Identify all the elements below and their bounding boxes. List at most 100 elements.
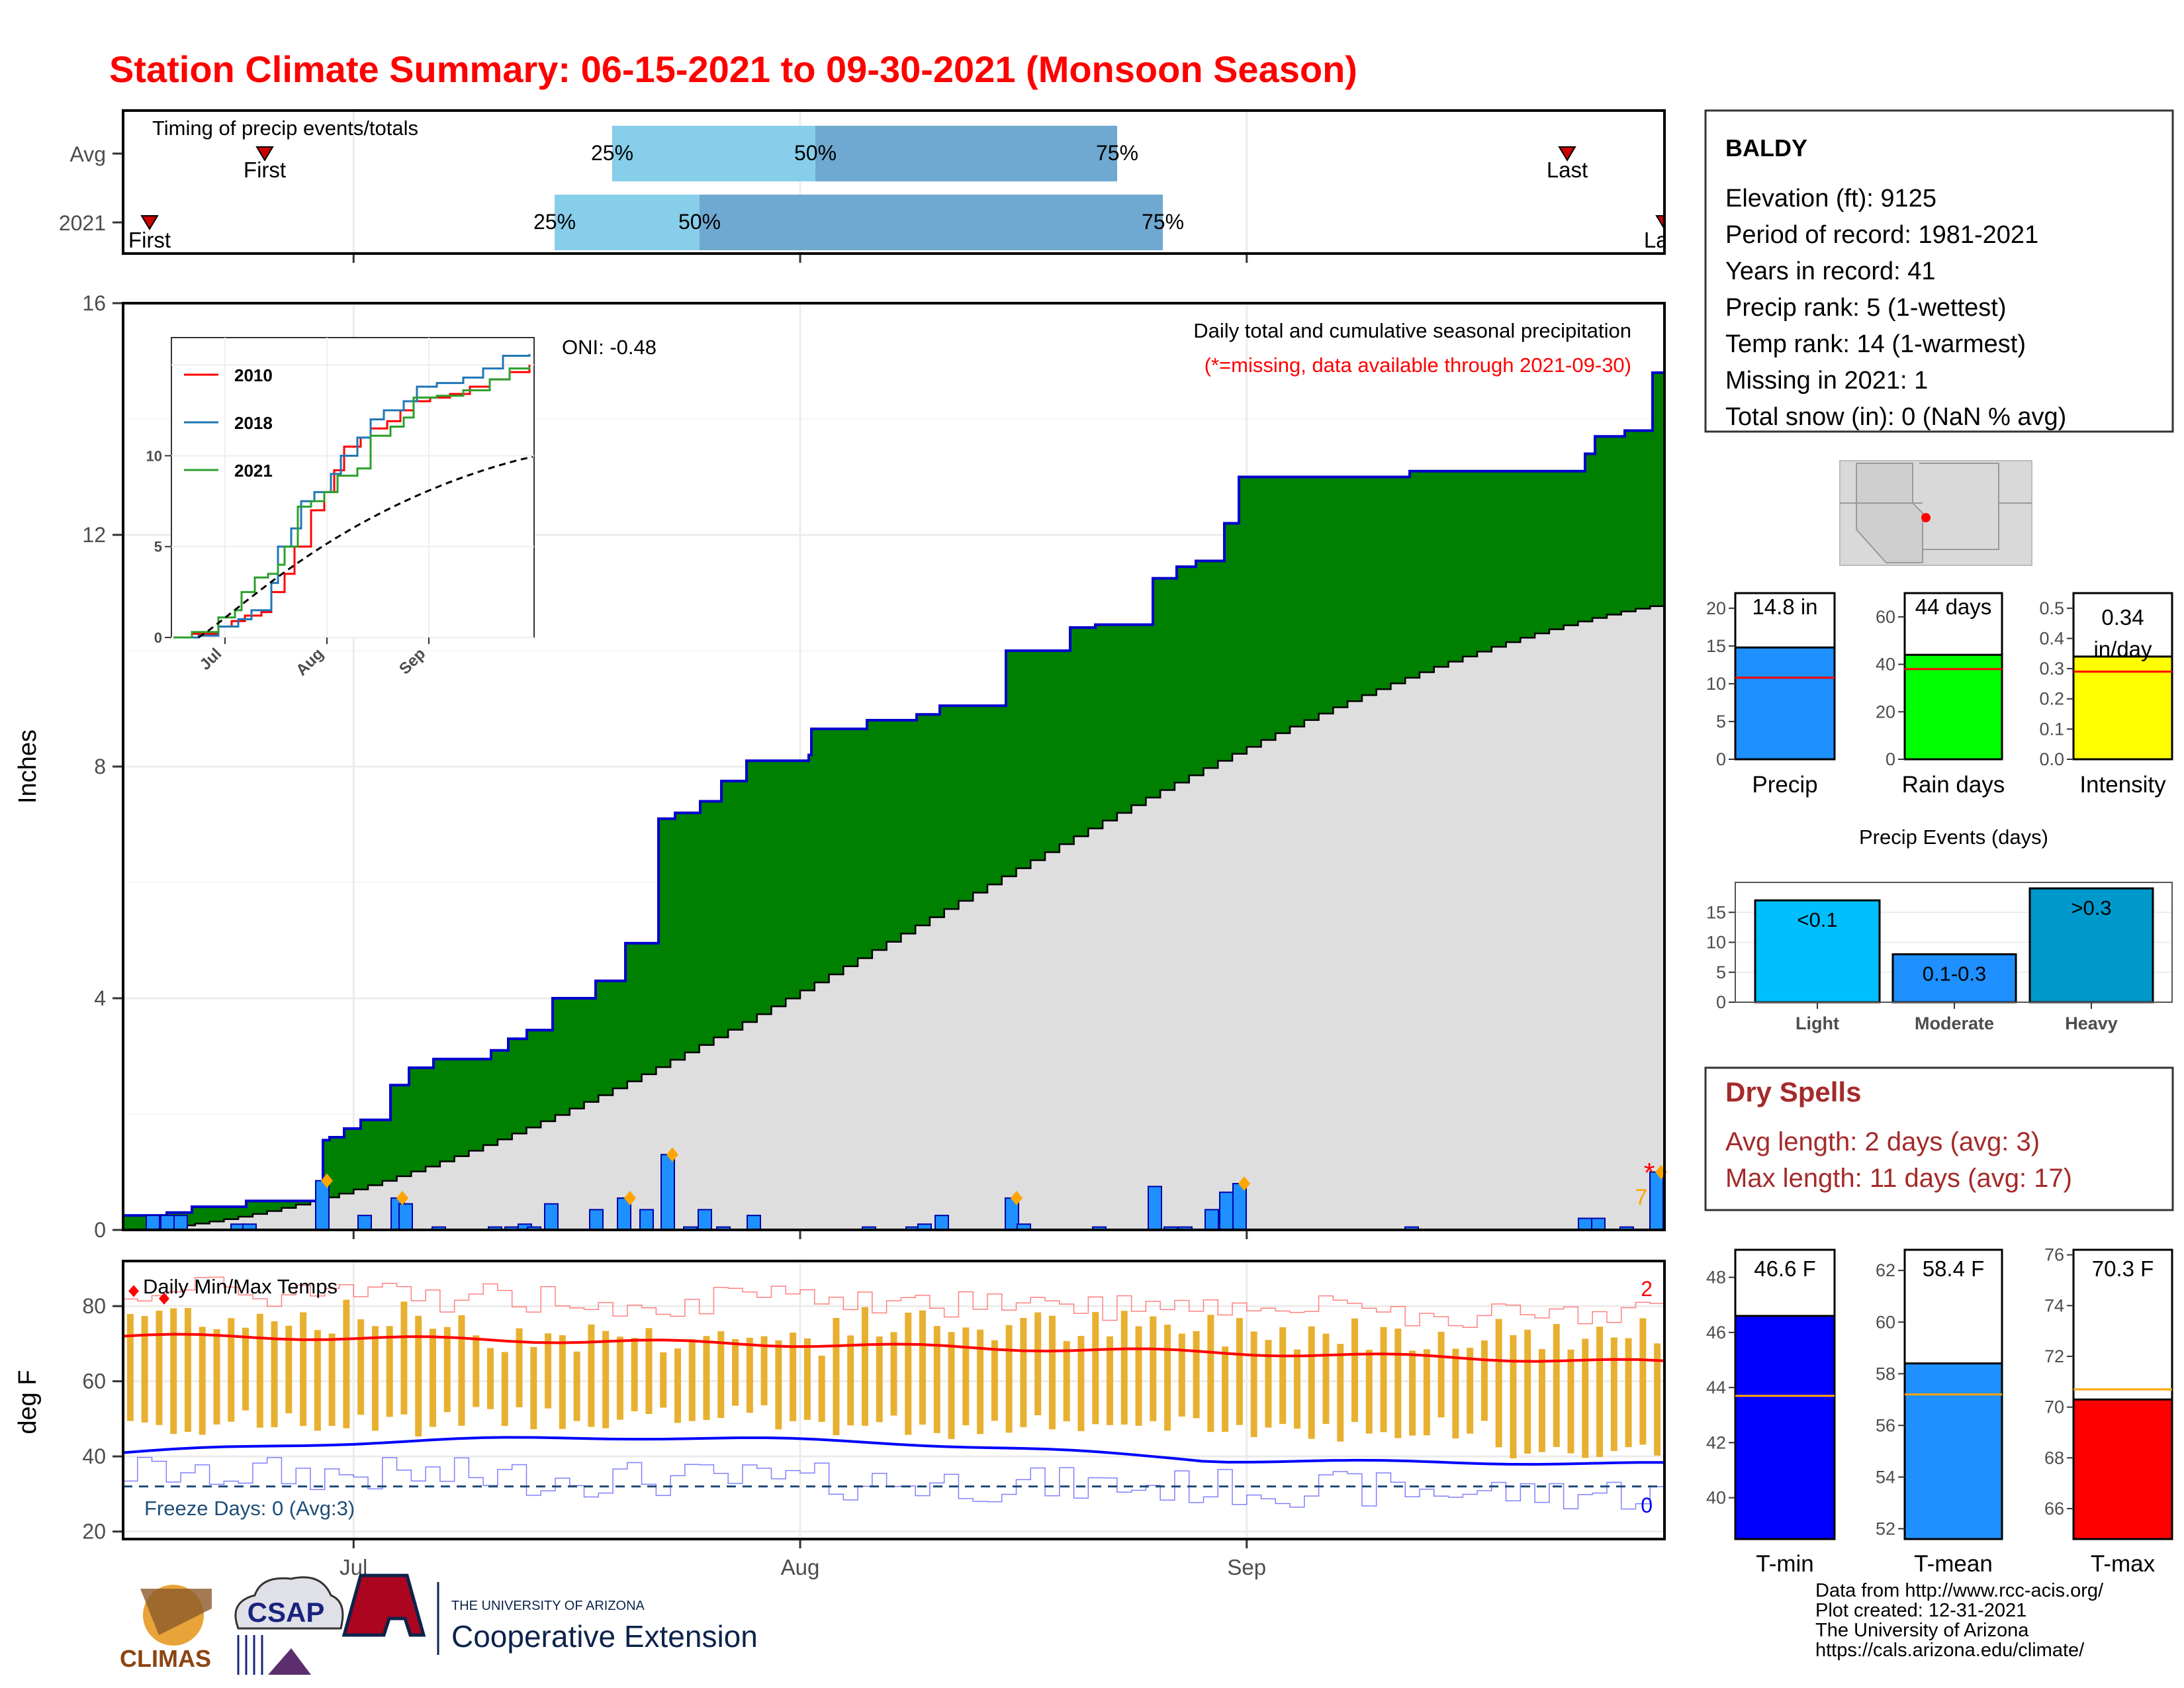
- mini-bar-y-tick: 60: [1876, 607, 1895, 627]
- timing-row-label: Avg: [69, 142, 106, 166]
- credit-line: https://cals.arizona.edu/climate/: [1815, 1640, 2085, 1661]
- temp-range-bar: [156, 1311, 163, 1425]
- temp-range-bar: [314, 1330, 321, 1431]
- timing-panel: Timing of precip events/totals 25% 50% 75% F…: [59, 107, 1692, 263]
- temp-range-bar: [962, 1327, 970, 1426]
- temp-range-bar: [1207, 1315, 1214, 1432]
- temp-bar-y-tick: 60: [1876, 1312, 1895, 1332]
- temp-range-bar: [1524, 1329, 1531, 1454]
- station-info-line: Elevation (ft): 9125: [1725, 185, 1936, 212]
- temp-range-bar: [919, 1310, 927, 1425]
- right-panels: BALDY Elevation (ft): 9125 Period of recor…: [1704, 109, 2174, 1577]
- station-info-line: Missing in 2021: 1: [1725, 367, 1928, 395]
- dry-spells-box: [1704, 1066, 2174, 1211]
- temp-range-bar: [1596, 1327, 1604, 1458]
- event-category: Heavy: [2065, 1013, 2118, 1033]
- mini-bar-y-tick: 0.0: [2039, 749, 2064, 769]
- temp-range-bar: [688, 1339, 696, 1421]
- events-y-tick: 5: [1716, 962, 1726, 982]
- temp-bar-label: T-max: [2091, 1551, 2156, 1577]
- quartile-label-75: 75%: [1096, 141, 1138, 165]
- temp-range-bar: [790, 1333, 797, 1421]
- mini-bar: [2072, 655, 2173, 761]
- y-tick-label: 12: [82, 523, 106, 547]
- temp-frame: [122, 1260, 1666, 1540]
- temp-range-bar: [1654, 1343, 1661, 1456]
- temp-range-bar: [1538, 1348, 1545, 1452]
- mini-bar-y-tick: 0.5: [2039, 598, 2064, 618]
- daily-precip-bar: [315, 1180, 330, 1231]
- quartile-bar-q2: [700, 195, 1163, 250]
- temp-bar: [2072, 1398, 2173, 1540]
- csap-rain-icon: [237, 1635, 263, 1675]
- climas-logo-shape: [140, 1589, 212, 1635]
- peak-marker: [666, 1147, 678, 1162]
- inset-y-tick: 5: [154, 539, 162, 555]
- temp-range-bar: [1279, 1327, 1287, 1425]
- peak-marker: [321, 1173, 333, 1188]
- university-of-arizona-logo: [341, 1573, 426, 1637]
- record-marker: [128, 1285, 139, 1297]
- temp-range-bar: [1178, 1333, 1185, 1417]
- mini-bar-y-tick: 0.1: [2039, 719, 2064, 739]
- temp-range-bar: [357, 1319, 365, 1415]
- credits: Data from http://www.rcc-acis.org/ Plot …: [1815, 1581, 2103, 1660]
- quartile-label-50: 50%: [794, 141, 837, 165]
- temp-range-bar: [1020, 1318, 1027, 1427]
- temp-range-bar: [1063, 1340, 1070, 1422]
- daily-precip-bar: [398, 1203, 413, 1231]
- temp-range-bar: [1193, 1331, 1200, 1419]
- temp-range-bar: [1322, 1333, 1330, 1425]
- event-bar-label: 0.1-0.3: [1923, 962, 1987, 986]
- temp-bar-y-tick: 40: [1706, 1488, 1726, 1508]
- temp-panel-label: Daily Min/Max Temps: [143, 1275, 338, 1298]
- quartile-bar-q1: [612, 126, 815, 181]
- temp-range-bar: [573, 1351, 580, 1421]
- event-bar: [2028, 887, 2154, 1004]
- daily-precip-bar: [747, 1215, 761, 1231]
- temp-range-bar: [184, 1307, 191, 1432]
- temp-bar-y-tick: 68: [2044, 1448, 2064, 1468]
- mini-bar-value-unit: in/day: [2093, 637, 2152, 661]
- temp-range-bar: [703, 1336, 710, 1421]
- temp-range-bar: [1423, 1349, 1430, 1436]
- temp-range-bar: [1337, 1344, 1344, 1442]
- record-marker: [159, 1292, 169, 1305]
- climas-logo-text: CLIMAS: [120, 1645, 211, 1672]
- temp-range-bar: [1250, 1331, 1257, 1437]
- temp-panel: Daily Min/Max Temps Freeze Days: 0 (Avg:3…: [14, 1260, 1666, 1579]
- temp-range-bar: [371, 1326, 379, 1431]
- oni-label: ONI: -0.48: [562, 336, 657, 359]
- timing-frame: [122, 109, 1666, 255]
- avg-tmin-line: [122, 1436, 1665, 1466]
- station-location-marker: [1921, 513, 1931, 522]
- temp-range-bar: [386, 1326, 393, 1417]
- station-info-line: Temp rank: 14 (1-warmest): [1725, 330, 2026, 358]
- dry-spells-max: Max length: 11 days (avg: 17): [1725, 1164, 2072, 1193]
- mini-bar-y-tick: 40: [1876, 655, 1895, 675]
- y-tick-label: 60: [82, 1370, 106, 1393]
- temp-range-bar: [602, 1331, 610, 1429]
- temp-bar-y-tick: 58: [1876, 1364, 1895, 1383]
- temp-bar-value: 58.4 F: [1923, 1256, 1985, 1281]
- first-marker: [140, 215, 159, 230]
- temp-range-bar: [1510, 1335, 1517, 1459]
- temp-range-bar: [948, 1332, 955, 1439]
- temp-range-bar: [400, 1301, 408, 1415]
- inset-y-tick: 10: [146, 447, 162, 464]
- temp-bar-y-tick: 74: [2044, 1295, 2064, 1315]
- temp-bar-y-tick: 70: [2044, 1397, 2064, 1417]
- daily-precip-bar: [160, 1215, 175, 1231]
- temp-bar-label: T-min: [1756, 1551, 1814, 1577]
- daily-precip-bar: [698, 1209, 712, 1231]
- daily-precip-bar: [173, 1215, 188, 1231]
- new-mexico-shape: [1919, 463, 1999, 550]
- temp-bar-y-tick: 46: [1706, 1323, 1726, 1342]
- temp-bar-label: T-mean: [1914, 1551, 1993, 1577]
- csap-mountain-icon: [268, 1648, 311, 1675]
- inset-series-2010: [173, 365, 531, 639]
- daily-precip-bar: [146, 1215, 160, 1231]
- temp-range-bar: [674, 1348, 682, 1423]
- page-title: Station Climate Summary: 06-15-2021 to 0…: [109, 48, 1357, 90]
